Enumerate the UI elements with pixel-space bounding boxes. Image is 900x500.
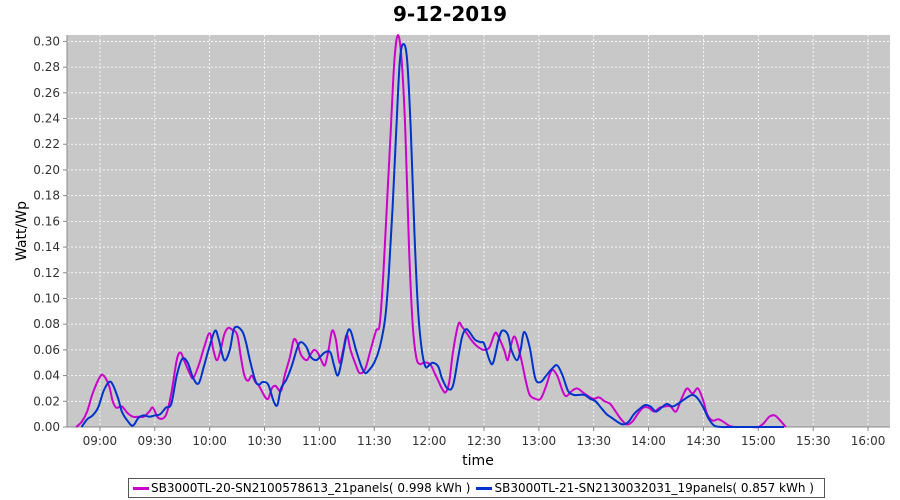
y-tick-label: 0.04 [33, 369, 60, 383]
x-tick-label: 15:00 [741, 434, 776, 448]
x-tick-label: 11:00 [302, 434, 337, 448]
x-tick-label: 09:00 [83, 434, 118, 448]
y-tick-label: 0.06 [33, 343, 60, 357]
y-tick-label: 0.08 [33, 317, 60, 331]
legend-label-series-2: SB3000TL-21-SN2130032031_19panels( 0.857… [494, 481, 814, 495]
legend-swatch-series-1 [133, 486, 149, 490]
legend-item-series-2: SB3000TL-21-SN2130032031_19panels( 0.857… [476, 481, 814, 495]
legend-swatch-series-2 [476, 486, 493, 490]
x-tick-label: 10:30 [247, 434, 282, 448]
legend-item-series-1: SB3000TL-20-SN2100578613_21panels( 0.998… [133, 481, 470, 495]
grid-lines [67, 35, 890, 428]
x-axis-title: time [462, 453, 494, 469]
y-tick-label: 0.00 [33, 420, 60, 434]
x-tick-label: 09:30 [137, 434, 172, 448]
x-tick-label: 13:00 [522, 434, 557, 448]
y-tick-label: 0.10 [33, 291, 60, 305]
x-tick-label: 12:30 [467, 434, 502, 448]
x-tick-label: 16:00 [851, 434, 886, 448]
series-line-1 [75, 34, 787, 429]
y-tick-label: 0.12 [33, 266, 60, 280]
x-tick-label: 13:30 [576, 434, 611, 448]
x-tick-label: 14:30 [686, 434, 721, 448]
y-tick-label: 0.16 [33, 214, 60, 228]
y-tick-label: 0.30 [33, 34, 60, 48]
y-tick-label: 0.18 [33, 189, 60, 203]
y-tick-label: 0.02 [33, 394, 60, 408]
x-tick-label: 12:00 [412, 434, 447, 448]
y-tick-label: 0.26 [33, 86, 60, 100]
plot-area [67, 35, 890, 427]
y-tick-label: 0.14 [33, 240, 60, 254]
series-layer [75, 34, 787, 429]
series-line-2 [80, 43, 784, 429]
legend: SB3000TL-20-SN2100578613_21panels( 0.998… [128, 478, 825, 498]
y-tick-label: 0.28 [33, 60, 60, 74]
chart-title: 9-12-2019 [392, 2, 507, 26]
x-tick-label: 10:00 [192, 434, 227, 448]
y-tick-label: 0.20 [33, 163, 60, 177]
tick-labels: 0.00 0.02 0.04 0.06 0.08 0.10 0.12 0.14 0.16 0.18… [33, 34, 885, 448]
x-tick-label: 11:30 [357, 434, 392, 448]
y-axis-title: Watt/Wp [14, 201, 30, 261]
y-tick-label: 0.22 [33, 137, 60, 151]
y-tick-label: 0.24 [33, 112, 60, 126]
x-tick-label: 15:30 [796, 434, 831, 448]
legend-label-series-1: SB3000TL-20-SN2100578613_21panels( 0.998… [151, 481, 471, 495]
x-tick-label: 14:00 [631, 434, 666, 448]
